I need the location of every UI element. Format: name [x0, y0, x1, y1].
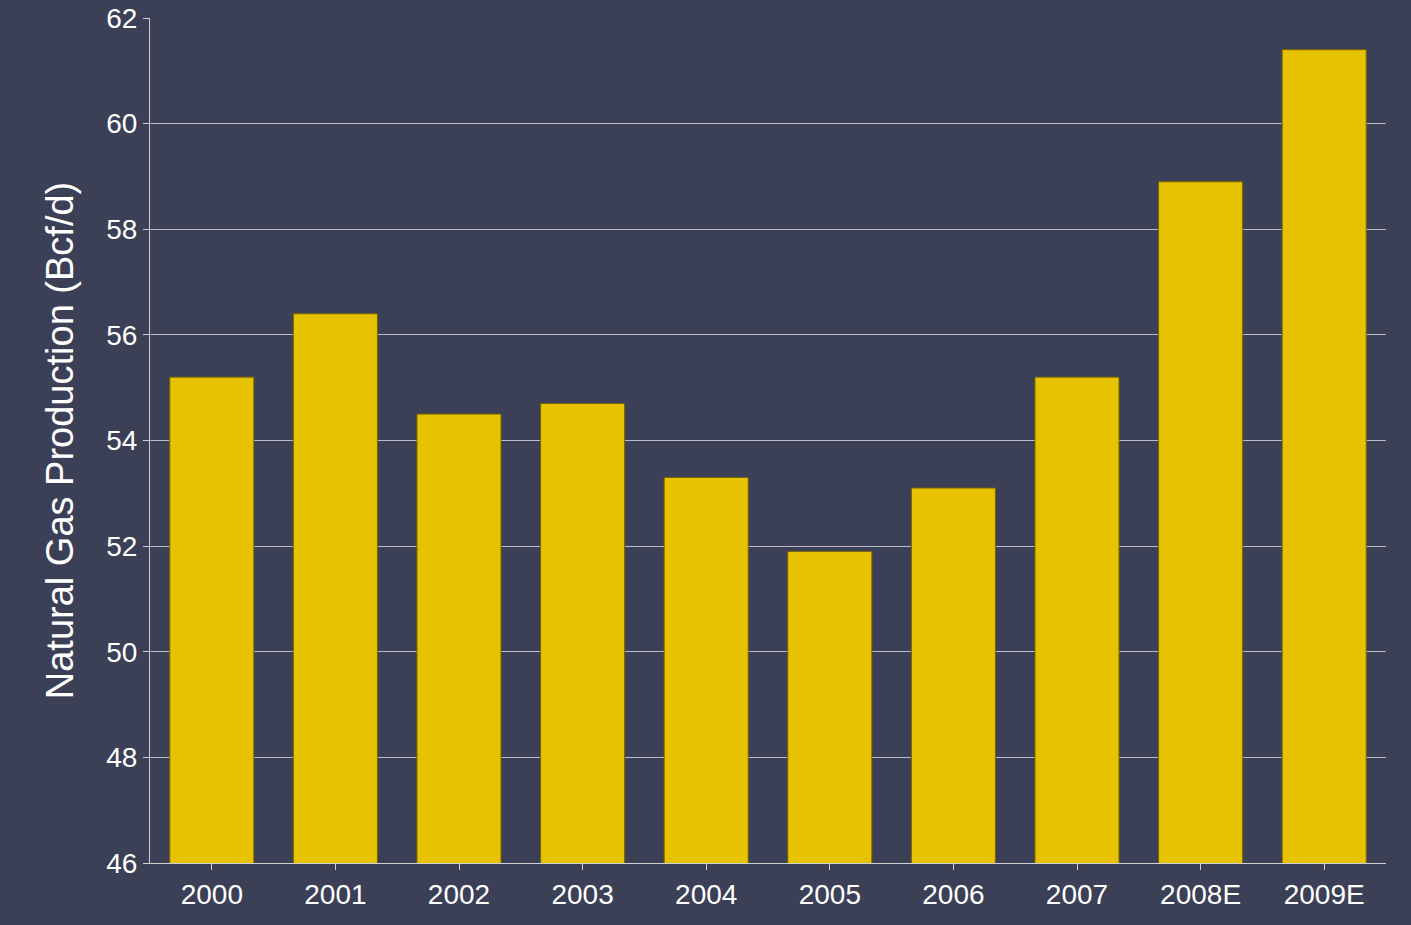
svg-text:60: 60: [106, 108, 137, 139]
svg-text:2009E: 2009E: [1284, 879, 1365, 910]
svg-text:2003: 2003: [551, 879, 613, 910]
svg-text:2004: 2004: [675, 879, 737, 910]
svg-text:Natural Gas Production (Bcf/d): Natural Gas Production (Bcf/d): [39, 182, 81, 699]
svg-text:62: 62: [106, 3, 137, 34]
svg-text:58: 58: [106, 214, 137, 245]
svg-text:2006: 2006: [922, 879, 984, 910]
svg-text:56: 56: [106, 320, 137, 351]
svg-text:52: 52: [106, 531, 137, 562]
svg-text:2000: 2000: [181, 879, 243, 910]
svg-text:2005: 2005: [799, 879, 861, 910]
svg-text:50: 50: [106, 637, 137, 668]
svg-text:48: 48: [106, 742, 137, 773]
svg-text:2008E: 2008E: [1160, 879, 1241, 910]
svg-text:46: 46: [106, 848, 137, 879]
svg-text:2002: 2002: [428, 879, 490, 910]
svg-text:2001: 2001: [304, 879, 366, 910]
svg-text:2007: 2007: [1046, 879, 1108, 910]
svg-text:54: 54: [106, 425, 137, 456]
